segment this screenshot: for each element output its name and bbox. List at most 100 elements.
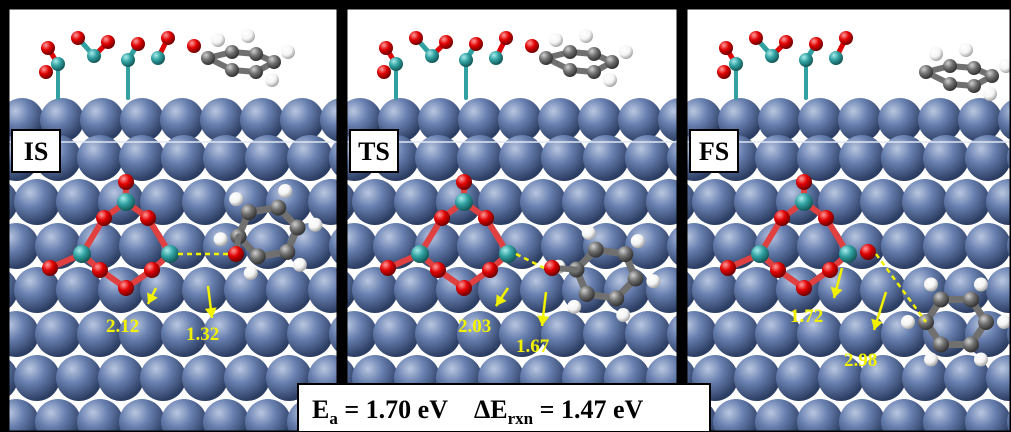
surface-atom: [35, 311, 81, 357]
oxygen-atom: [525, 39, 539, 53]
surface-atom: [755, 135, 801, 181]
boron-atom: [121, 53, 135, 67]
surface-atom: [287, 311, 333, 357]
surface-atom: [838, 98, 882, 142]
distance-label: 2.98: [844, 350, 877, 371]
boron-atom: [751, 245, 769, 263]
surface-atom: [692, 267, 738, 313]
hydrogen-atom: [983, 87, 997, 101]
oxygen-atom: [482, 262, 498, 278]
carbon-atom: [563, 45, 577, 59]
panel-label-box: [349, 129, 399, 173]
carbon-atom: [933, 291, 949, 308]
surface-atom: [240, 98, 284, 142]
surface-atom: [224, 355, 270, 401]
surface-atom: [797, 135, 843, 181]
surface-atom: [839, 135, 885, 181]
surface-atom: [56, 267, 102, 313]
surface-atom: [140, 355, 186, 401]
surface-atom: [14, 267, 60, 313]
surface-atom: [734, 179, 780, 225]
carbon-atom: [943, 59, 957, 73]
carbon-atom: [617, 246, 634, 263]
distance-label: 2.03: [458, 316, 491, 337]
carbon-atom: [201, 51, 215, 65]
surface-atom: [182, 179, 228, 225]
surface-atom: [160, 98, 204, 142]
oxygen-atom: [860, 244, 876, 260]
surface-atom: [498, 98, 542, 142]
panel-frame: [684, 6, 1011, 432]
oxygen-atom: [478, 210, 494, 226]
surface-atom: [161, 399, 207, 432]
boron-atom: [411, 245, 429, 263]
surface-atom: [965, 399, 1011, 432]
surface-atom: [308, 267, 338, 313]
carbon-atom: [627, 270, 644, 287]
hydrogen-atom: [973, 277, 988, 292]
distance-label: 1.67: [516, 336, 550, 357]
surface-atom: [203, 311, 249, 357]
surface-atom: [734, 355, 780, 401]
surface-atom: [266, 267, 312, 313]
surface-atom: [346, 271, 356, 309]
hydrogen-atom: [278, 183, 293, 198]
panel-label: IS: [11, 129, 61, 173]
oxygen-atom: [187, 39, 201, 53]
surface-atom: [998, 99, 1011, 141]
boron-atom: [425, 49, 439, 63]
surface-atom: [8, 359, 18, 397]
carbon-atom: [563, 63, 577, 77]
boron-atom: [87, 49, 101, 63]
oxygen-atom: [770, 262, 786, 278]
hydrogen-atom: [241, 29, 255, 43]
oxygen-atom: [144, 262, 160, 278]
boron-atom: [161, 245, 179, 263]
carbon-atom: [240, 204, 257, 221]
oxygen-atom: [719, 41, 733, 55]
hydrogen-atom: [281, 45, 295, 59]
panel-label: FS: [689, 129, 739, 173]
surface-atom: [923, 399, 969, 432]
oxygen-atom: [39, 65, 53, 79]
oxygen-atom: [456, 174, 472, 190]
surface-atom: [944, 355, 990, 401]
oxygen-atom: [499, 31, 513, 45]
surface-atom: [352, 267, 398, 313]
energy-erxn-sub: rxn: [508, 409, 534, 428]
surface-atom: [686, 223, 717, 269]
surface-atom: [320, 98, 338, 142]
distance-arrowhead: [496, 294, 507, 306]
energy-ea-sub: a: [329, 409, 338, 428]
surface-atom: [734, 267, 780, 313]
oxygen-atom: [456, 280, 472, 296]
surface-atom: [667, 226, 678, 266]
oxygen-atom: [42, 260, 58, 276]
surface-atom: [986, 355, 1011, 401]
carbon-atom: [578, 285, 595, 302]
surface-atom: [923, 223, 969, 269]
hydrogen-atom: [997, 315, 1011, 329]
oxygen-atom: [409, 31, 423, 45]
surface-atom: [80, 98, 124, 142]
carbon-atom: [978, 314, 994, 330]
surface-atom: [182, 267, 228, 313]
surface-atom: [346, 311, 377, 357]
oxygen-atom: [96, 210, 112, 226]
surface-atom: [499, 311, 545, 357]
surface-atom: [119, 311, 165, 357]
surface-atom: [245, 399, 291, 432]
energy-text: Ea = 1.70 eV ΔErxn = 1.47 eV: [312, 395, 643, 428]
surface-atom: [667, 314, 678, 354]
panel-frame: [6, 6, 340, 432]
hydrogen-atom: [581, 225, 596, 240]
boron-atom: [795, 193, 813, 211]
surface-atom: [14, 179, 60, 225]
surface-atom: [881, 399, 927, 432]
surface-atom: [458, 98, 502, 142]
panel-fs: 1.72 2.98 FS: [686, 8, 1011, 432]
surface-atom: [203, 399, 249, 432]
carbon-atom: [985, 69, 999, 83]
surface-atom: [308, 179, 338, 225]
